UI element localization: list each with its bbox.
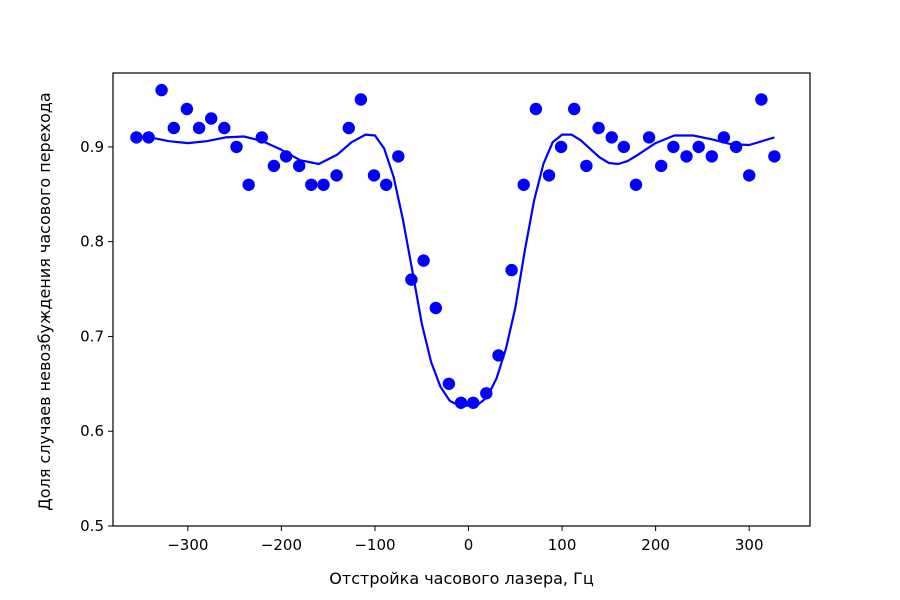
data-point xyxy=(529,102,543,116)
data-point xyxy=(629,178,643,191)
data-point xyxy=(505,263,518,277)
data-point xyxy=(592,121,605,135)
data-point xyxy=(192,121,206,135)
data-point xyxy=(642,131,656,144)
x-axis-label: Отстройка часового лазера, Гц xyxy=(329,569,594,588)
data-point xyxy=(517,178,530,191)
data-point xyxy=(180,102,194,116)
data-points-layer xyxy=(130,83,781,409)
data-point xyxy=(354,93,368,106)
data-point xyxy=(367,169,381,182)
data-point xyxy=(554,140,568,154)
y-tick-label: 0.9 xyxy=(80,138,104,156)
data-point xyxy=(293,159,306,173)
data-point xyxy=(130,131,143,144)
data-point xyxy=(218,121,231,135)
x-tick-label: 0 xyxy=(464,536,474,554)
data-point xyxy=(705,150,718,163)
data-point xyxy=(542,169,556,182)
data-point xyxy=(317,178,330,191)
data-point xyxy=(242,178,255,191)
x-tick-label: 200 xyxy=(641,536,670,554)
data-point xyxy=(305,178,318,191)
x-tick-label: −200 xyxy=(261,536,302,554)
data-point xyxy=(330,169,343,182)
data-point xyxy=(142,131,155,144)
y-axis-label: Доля случаев невозбуждения часового пере… xyxy=(35,92,54,510)
data-point xyxy=(729,140,743,154)
fit-curve-layer xyxy=(136,133,775,407)
y-tick-label: 0.7 xyxy=(80,327,104,345)
fit-curve xyxy=(136,133,775,407)
y-tick-label: 0.8 xyxy=(80,233,104,251)
data-point xyxy=(230,140,243,154)
data-point xyxy=(680,150,693,163)
data-point xyxy=(655,159,668,173)
y-tick-label: 0.5 xyxy=(80,517,104,535)
data-point xyxy=(155,83,168,97)
data-point xyxy=(580,159,593,173)
plot-frame xyxy=(112,72,811,527)
data-point xyxy=(667,140,680,154)
x-tick-label: −300 xyxy=(167,536,208,554)
data-point xyxy=(405,273,418,286)
data-point xyxy=(467,396,480,409)
data-point xyxy=(380,178,393,191)
x-tick-label: 100 xyxy=(548,536,577,554)
data-point xyxy=(617,140,630,154)
x-tick-label: 300 xyxy=(735,536,764,554)
data-point xyxy=(342,121,355,135)
data-point xyxy=(255,131,268,144)
data-point xyxy=(442,377,456,390)
data-point xyxy=(717,131,731,144)
data-point xyxy=(692,140,705,154)
data-point xyxy=(492,349,505,362)
data-point xyxy=(605,131,618,144)
data-point xyxy=(480,387,493,400)
data-point xyxy=(755,93,768,106)
ticks-layer: −300 −200 −100 0 100 200 300 0.5 0.6 0.7 0.8 0.9 xyxy=(80,138,763,554)
data-point xyxy=(205,112,218,125)
data-point xyxy=(167,121,180,135)
data-point xyxy=(429,301,442,315)
data-point xyxy=(279,150,293,163)
data-point xyxy=(454,396,468,409)
data-point xyxy=(392,150,405,163)
data-point xyxy=(417,254,430,267)
x-tick-label: −100 xyxy=(354,536,395,554)
data-point xyxy=(568,102,581,116)
data-point xyxy=(267,159,281,173)
y-tick-label: 0.6 xyxy=(80,422,104,440)
data-point xyxy=(743,169,756,182)
data-point xyxy=(768,150,781,163)
